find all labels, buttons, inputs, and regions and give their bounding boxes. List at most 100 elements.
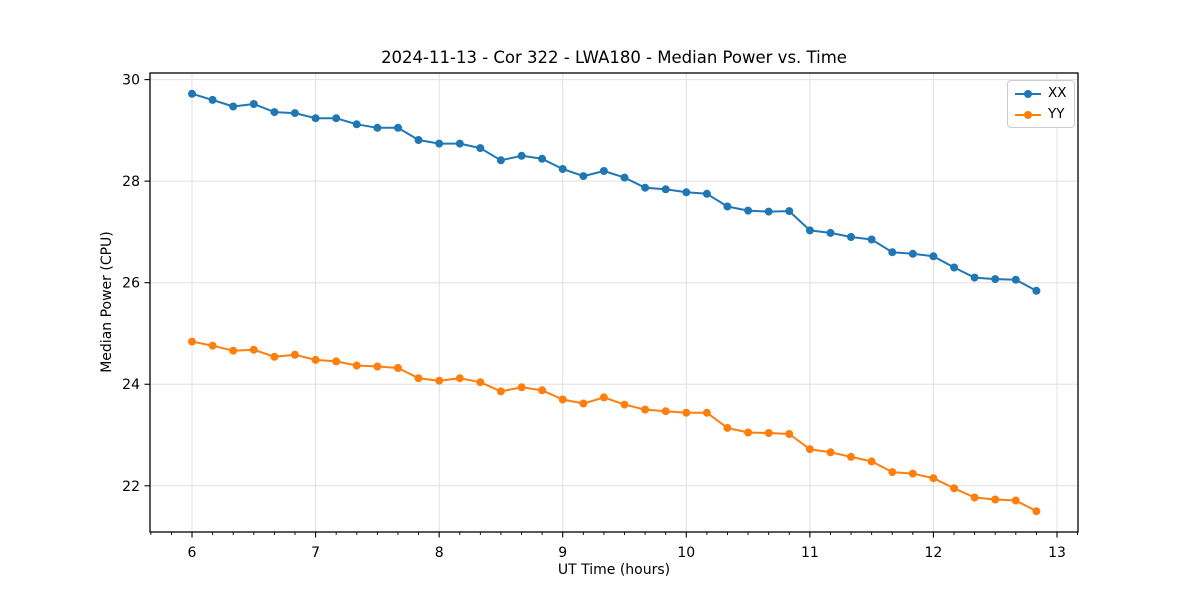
series-xx-line (191, 92, 1037, 292)
series-yy-marker (991, 495, 1000, 504)
x-tick-label: 6 (188, 545, 197, 561)
series-yy-marker (455, 374, 464, 383)
x-tick-label: 7 (311, 545, 320, 561)
series-yy-marker (620, 400, 629, 409)
series-xx-marker (620, 173, 629, 182)
series-xx-marker (867, 235, 876, 244)
series-xx-marker (1032, 286, 1041, 295)
series-yy-marker (805, 445, 814, 454)
series-yy-marker (476, 378, 485, 387)
series-xx-marker (764, 207, 773, 216)
series-xx-marker (805, 226, 814, 235)
series-yy-marker (311, 355, 320, 364)
legend-swatch-yy-icon (1015, 110, 1041, 119)
series-yy-marker (290, 350, 299, 359)
series-yy-marker (208, 341, 217, 350)
series-xx-marker (826, 228, 835, 237)
plot-frame (149, 72, 1079, 533)
series-xx-marker (270, 108, 279, 117)
series-xx-marker (290, 109, 299, 118)
series-xx-marker (970, 273, 979, 282)
series-xx-marker (188, 89, 196, 98)
series-yy-marker (970, 493, 979, 502)
x-tick-label: 9 (558, 545, 567, 561)
series-yy-marker (702, 408, 711, 417)
series-xx-marker (414, 136, 423, 144)
x-tick-label: 12 (925, 545, 943, 561)
series-xx-marker (476, 144, 485, 153)
series-yy-marker (641, 405, 650, 414)
x-axis-label: UT Time (hours) (557, 562, 671, 578)
series-yy-marker (270, 352, 279, 361)
series-yy-marker (847, 452, 855, 461)
series-yy-marker (826, 448, 835, 457)
series-xx-marker (641, 183, 650, 192)
series-yy-marker (723, 423, 732, 432)
series-xx-marker (744, 206, 753, 215)
series-yy-marker (332, 357, 341, 366)
series-yy-marker (517, 383, 526, 392)
series-yy-marker (229, 346, 238, 355)
series-xx-marker (929, 252, 938, 261)
x-tick-label: 10 (677, 545, 695, 561)
series-xx-marker (455, 139, 464, 148)
series-yy-marker (908, 469, 917, 478)
series-yy-marker (435, 376, 444, 385)
y-tick-label: 24 (122, 377, 140, 393)
series-xx-marker (599, 167, 608, 175)
series-xx-marker (249, 100, 258, 108)
y-tick-label: 26 (122, 276, 140, 292)
series-xx-marker (435, 139, 444, 148)
series-yy-marker (888, 468, 897, 477)
series-yy-marker (352, 361, 361, 370)
series-yy-marker (1032, 507, 1041, 516)
y-axis-label: Median Power (CPU) (99, 231, 115, 373)
series-yy-marker (188, 337, 196, 346)
series-yy-marker (929, 474, 938, 483)
legend-label-yy: YY (1048, 105, 1065, 122)
series-xx-marker (1011, 275, 1020, 284)
x-tick-label: 8 (435, 545, 444, 561)
series-xx-marker (208, 95, 217, 104)
x-tick-label: 13 (1048, 545, 1066, 561)
series-yy-marker (414, 374, 423, 383)
legend-swatch-xx-icon (1015, 89, 1041, 98)
legend: XX YY (1007, 80, 1075, 128)
series-yy-marker (867, 457, 876, 466)
series-xx-marker (538, 154, 547, 163)
series-yy-marker (373, 362, 382, 371)
series-yy-marker (249, 345, 258, 354)
series-xx-marker (394, 123, 402, 132)
series-xx-marker (352, 120, 361, 129)
series-xx-marker (991, 275, 1000, 284)
series-xx-marker (702, 189, 711, 198)
series-xx-marker (682, 188, 691, 197)
series-xx-marker (950, 263, 959, 272)
series-xx-marker (888, 248, 897, 257)
series-yy-marker (764, 429, 773, 437)
y-tick-label: 30 (122, 73, 140, 89)
legend-entry-xx: XX (1015, 86, 1067, 101)
series-xx-marker (517, 151, 526, 160)
series-yy-marker (785, 430, 794, 438)
series-xx-marker (908, 249, 917, 258)
legend-label-xx: XX (1048, 84, 1067, 101)
series-yy-marker (496, 387, 505, 396)
series-xx-marker (311, 114, 320, 123)
series-yy-marker (744, 428, 753, 437)
series-xx-marker (496, 156, 505, 165)
series-xx-marker (661, 185, 670, 194)
series-xx-marker (373, 123, 382, 132)
series-xx-marker (558, 165, 567, 173)
series-yy-marker (394, 364, 402, 372)
series-yy-marker (599, 393, 608, 402)
series-yy-marker (558, 395, 567, 404)
series-yy-marker (682, 408, 691, 417)
series-xx-marker (847, 233, 855, 241)
series-yy-marker (950, 484, 959, 493)
y-tick-label: 28 (122, 174, 140, 190)
series-yy-marker (579, 399, 588, 408)
series-xx-marker (332, 114, 341, 123)
